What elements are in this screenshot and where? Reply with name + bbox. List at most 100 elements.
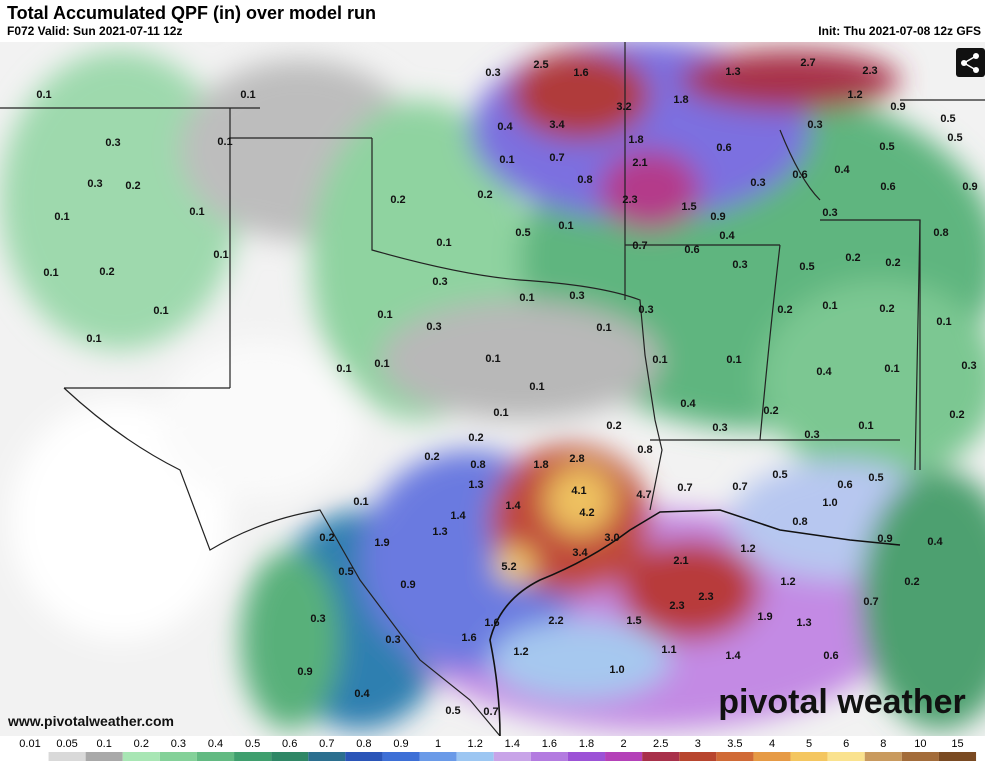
value-label: 0.1: [217, 136, 232, 148]
colorbar-cell: [753, 752, 791, 761]
share-button[interactable]: [956, 48, 985, 77]
value-label: 0.2: [424, 451, 439, 463]
colorbar-cell: [567, 752, 606, 761]
colorbar-tick-label: 3.5: [727, 738, 742, 750]
value-label: 1.4: [725, 650, 741, 662]
value-label: 1.3: [432, 526, 447, 538]
value-label: 0.3: [750, 177, 765, 189]
value-label: 0.3: [105, 137, 120, 149]
init-time: Init: Thu 2021-07-08 12z GFS: [818, 24, 981, 38]
value-label: 0.4: [927, 536, 943, 548]
colorbar-cell: [901, 752, 939, 761]
value-label: 0.7: [483, 706, 498, 718]
value-label: 0.2: [879, 303, 894, 315]
colorbar-tick-label: 0.01: [19, 738, 40, 750]
value-label: 1.0: [822, 497, 837, 509]
value-label: 0.8: [933, 227, 948, 239]
value-label: 0.1: [596, 322, 611, 334]
colorbar-cell: [864, 752, 902, 761]
value-label: 0.1: [86, 333, 101, 345]
value-label: 0.4: [834, 164, 850, 176]
value-label: 0.1: [189, 206, 204, 218]
value-label: 1.6: [461, 632, 476, 644]
value-label: 2.3: [862, 65, 877, 77]
precip-field: [0, 42, 985, 736]
value-label: 1.6: [573, 67, 588, 79]
value-label: 0.1: [499, 154, 514, 166]
value-label: 0.5: [799, 261, 814, 273]
value-label: 0.1: [213, 249, 228, 261]
value-label: 0.3: [822, 207, 837, 219]
colorbar-cell: [938, 752, 977, 761]
value-label: 0.2: [99, 266, 114, 278]
value-label: 0.2: [125, 180, 140, 192]
colorbar-cell: [48, 752, 86, 761]
value-label: 0.9: [877, 533, 892, 545]
value-label: 0.1: [353, 496, 368, 508]
value-label: 0.6: [684, 244, 699, 256]
value-label: 0.1: [529, 381, 544, 393]
value-label: 0.2: [390, 194, 405, 206]
value-label: 0.3: [426, 321, 441, 333]
value-label: 1.5: [626, 615, 641, 627]
value-label: 0.3: [485, 67, 500, 79]
colorbar-cell: [530, 752, 568, 761]
value-label: 1.0: [609, 664, 624, 676]
colorbar-cell: [11, 752, 49, 761]
value-label: 1.4: [450, 510, 466, 522]
value-label: 0.7: [632, 240, 647, 252]
value-label: 1.1: [661, 644, 676, 656]
value-label: 0.1: [436, 237, 451, 249]
value-label: 3.4: [572, 547, 588, 559]
value-label: 3.4: [549, 119, 565, 131]
value-label: 0.1: [652, 354, 667, 366]
colorbar-tick-label: 1.8: [579, 738, 594, 750]
value-label: 1.8: [673, 94, 688, 106]
value-label: 0.9: [962, 181, 977, 193]
colorbar-cell: [85, 752, 123, 761]
value-label: 0.3: [310, 613, 325, 625]
colorbar-tick-label: 0.5: [245, 738, 260, 750]
value-label: 0.6: [880, 181, 895, 193]
colorbar-cell: [827, 752, 865, 761]
value-label: 0.4: [497, 121, 513, 133]
colorbar-cell: [679, 752, 717, 761]
value-label: 0.8: [637, 444, 652, 456]
colorbar-cell: [493, 752, 531, 761]
colorbar-tick-label: 1: [435, 738, 441, 750]
value-label: 0.5: [338, 566, 353, 578]
value-label: 0.3: [732, 259, 747, 271]
value-label: 0.1: [858, 420, 873, 432]
value-label: 0.3: [432, 276, 447, 288]
value-label: 1.6: [484, 617, 499, 629]
value-label: 1.9: [757, 611, 772, 623]
colorbar-cell: [716, 752, 754, 761]
colorbar: 0.01 0.05 0.1 0.2 0.3 0.4 0.5 0.6 0.7 0.8 0.9 1 1.2 1…: [11, 738, 977, 761]
value-label: 0.2: [763, 405, 778, 417]
value-label: 1.3: [468, 479, 483, 491]
value-label: 2.7: [800, 57, 815, 69]
value-label: 0.5: [868, 472, 883, 484]
value-labels: 0.1 0.10.32.51.6 1.32.72.31.20.90.50.53.21…: [36, 57, 977, 718]
colorbar-tick-label: 0.8: [356, 738, 371, 750]
value-label: 0.6: [823, 650, 838, 662]
value-label: 0.1: [822, 300, 837, 312]
value-label: 0.2: [606, 420, 621, 432]
colorbar-tick-label: 0.2: [134, 738, 149, 750]
value-label: 0.8: [792, 516, 807, 528]
colorbar-tick-label: 0.1: [97, 738, 112, 750]
value-label: 0.5: [940, 113, 955, 125]
value-label: 0.4: [680, 398, 696, 410]
value-label: 1.3: [796, 617, 811, 629]
value-label: 0.7: [863, 596, 878, 608]
value-label: 0.2: [904, 576, 919, 588]
value-label: 0.1: [153, 305, 168, 317]
value-label: 0.2: [845, 252, 860, 264]
value-label: 0.1: [36, 89, 51, 101]
value-label: 0.5: [445, 705, 460, 717]
colorbar-tick-label: 1.6: [542, 738, 557, 750]
colorbar-tick-label: 1.4: [505, 738, 520, 750]
value-label: 0.3: [712, 422, 727, 434]
colorbar-cell: [790, 752, 828, 761]
